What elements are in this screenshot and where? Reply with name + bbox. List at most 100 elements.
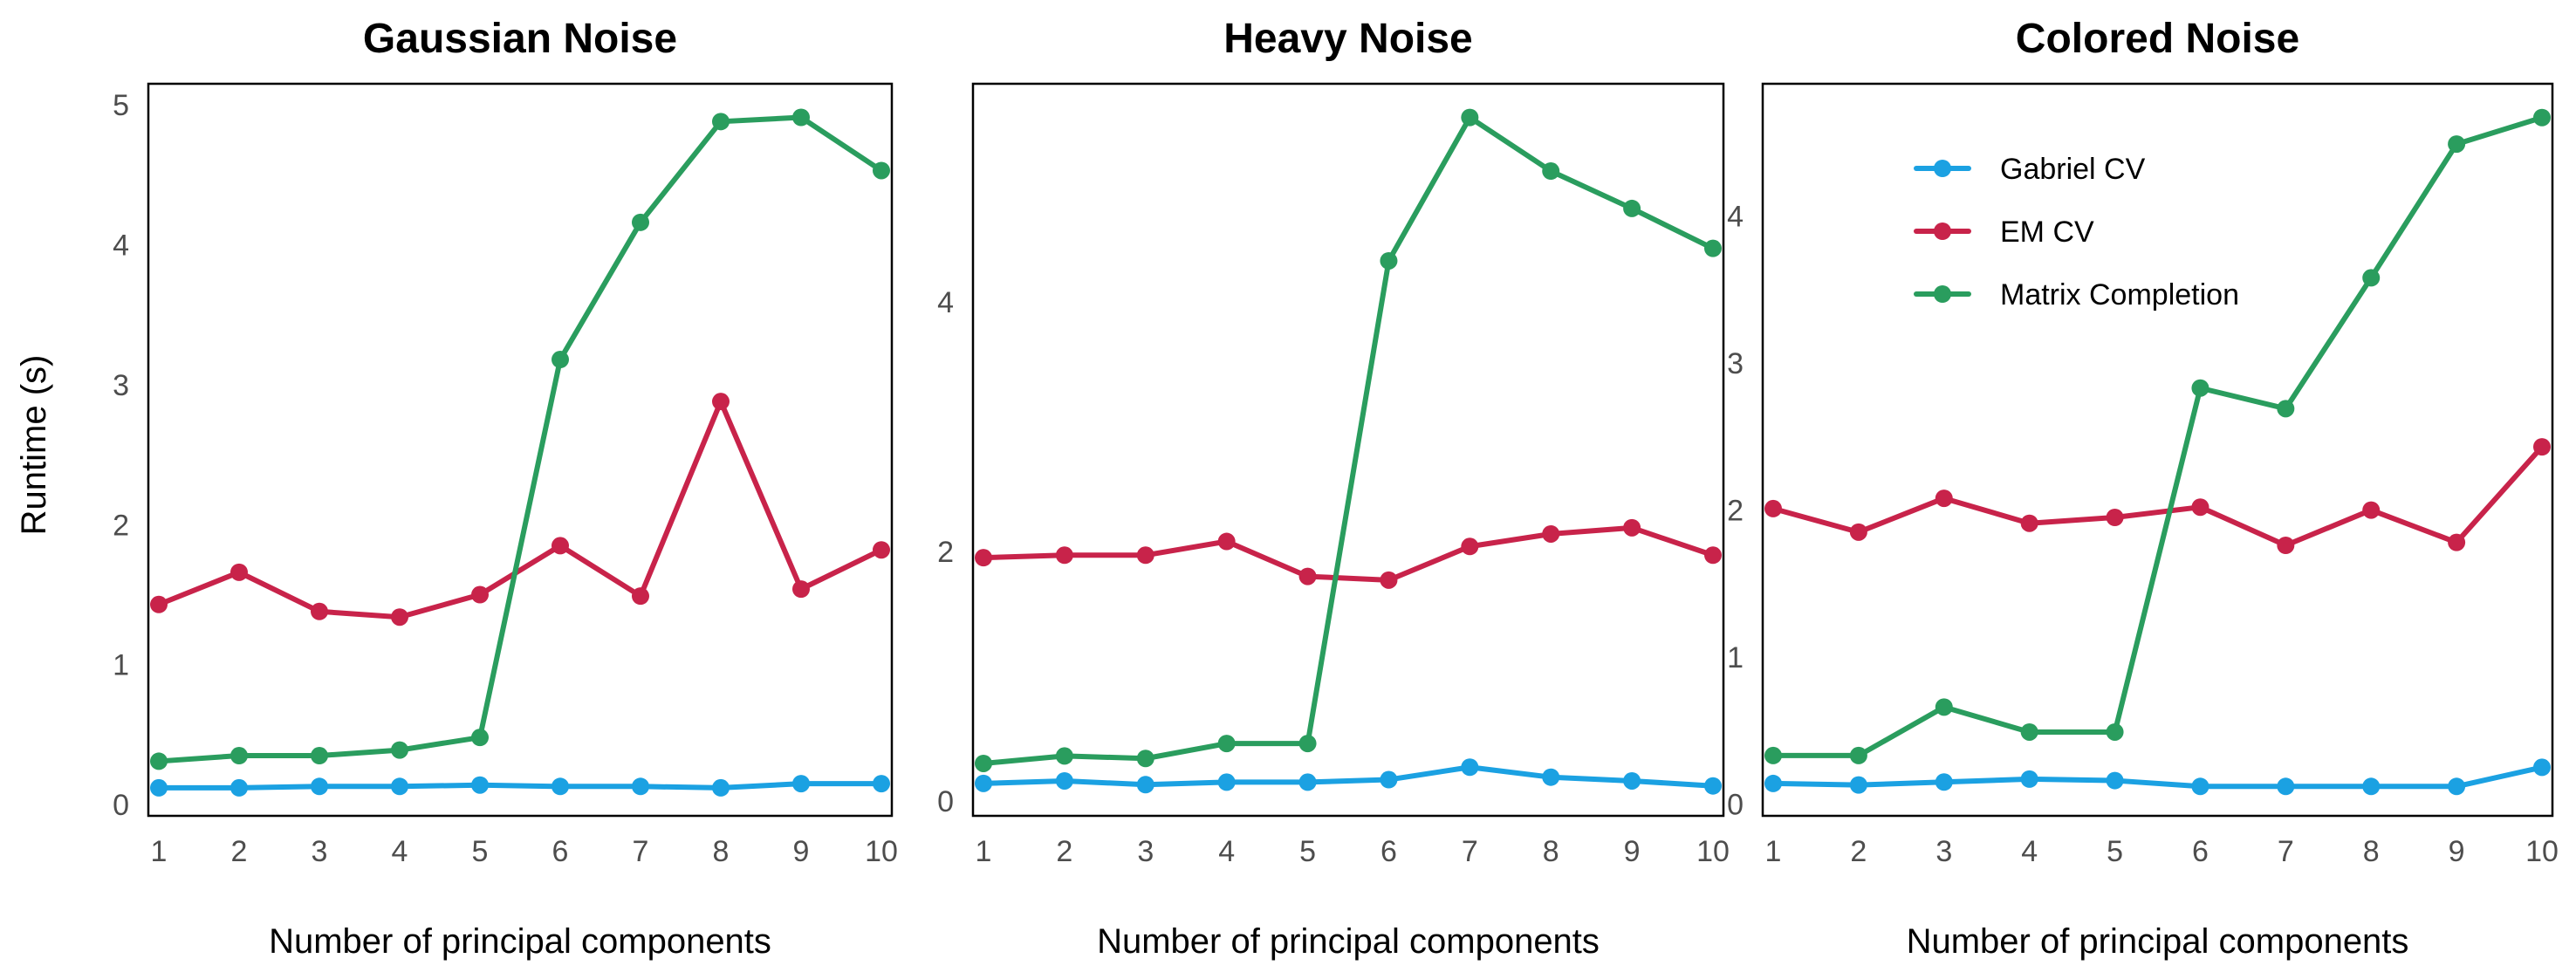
legend-label-em-cv: EM CV bbox=[2000, 216, 2094, 249]
panel-3-title: Colored Noise bbox=[2016, 16, 2299, 62]
panel-3-data-point-em-cv bbox=[1935, 490, 1953, 508]
panel-2-x-tick-label: 3 bbox=[1137, 835, 1154, 868]
panel-2-data-point-gabriel-cv bbox=[1623, 771, 1641, 790]
panel-2-data-point-em-cv bbox=[975, 549, 992, 567]
panel-2-data-point-matrix-completion bbox=[1217, 735, 1236, 753]
panel-2-x-tick-label: 1 bbox=[976, 835, 992, 868]
panel-1-data-point-matrix-completion bbox=[792, 108, 810, 127]
panel-2-data-point-em-cv bbox=[1380, 571, 1398, 589]
panel-3-data-point-matrix-completion bbox=[1764, 746, 1782, 764]
panel-3-data-point-em-cv bbox=[2277, 537, 2295, 555]
panel-3-x-axis-label: Number of principal components bbox=[1907, 922, 2409, 961]
panel-1-data-point-matrix-completion bbox=[552, 351, 569, 369]
panel-2-x-tick-label: 7 bbox=[1462, 835, 1478, 868]
panel-2-series-line-em-cv bbox=[981, 524, 1716, 583]
panel-2-data-point-gabriel-cv bbox=[1136, 776, 1154, 794]
panel-2-data-point-matrix-completion bbox=[1461, 108, 1479, 127]
panel-3-x-tick-label: 5 bbox=[2107, 835, 2123, 868]
panel-2-data-point-gabriel-cv bbox=[1380, 770, 1398, 789]
panel-2-data-point-gabriel-cv bbox=[1704, 777, 1722, 795]
panel-2-data-point-matrix-completion bbox=[975, 754, 992, 772]
panel-3-data-point-matrix-completion bbox=[2191, 379, 2209, 397]
panel-2-data-point-matrix-completion bbox=[1136, 750, 1154, 768]
panel-2-data-point-em-cv bbox=[1136, 546, 1154, 565]
panel-1-data-point-gabriel-cv bbox=[311, 777, 328, 796]
panel-1-y-tick-label: 5 bbox=[113, 89, 129, 122]
panel-3-x-tick-label: 1 bbox=[1765, 835, 1782, 868]
panel-3-data-point-matrix-completion bbox=[1849, 746, 1867, 764]
panel-2-data-point-gabriel-cv bbox=[1298, 773, 1317, 791]
panel-2-data-point-matrix-completion bbox=[1623, 199, 1641, 217]
panel-1-data-point-gabriel-cv bbox=[552, 777, 569, 796]
panel-2-data-point-em-cv bbox=[1217, 532, 1236, 551]
panel-1-data-point-gabriel-cv bbox=[632, 777, 649, 796]
panel-1-data-point-gabriel-cv bbox=[150, 778, 168, 797]
panel-3-x-tick-label: 7 bbox=[2278, 835, 2294, 868]
panel-1-series-line-matrix-completion bbox=[156, 114, 884, 764]
panel-1-data-point-matrix-completion bbox=[391, 741, 408, 759]
panel-1-data-point-em-cv bbox=[873, 541, 890, 559]
panel-2-data-point-gabriel-cv bbox=[1055, 771, 1073, 790]
panel-3-data-point-em-cv bbox=[2191, 498, 2209, 517]
panel-3-data-point-em-cv bbox=[1764, 499, 1782, 517]
panel-3-data-point-matrix-completion bbox=[1935, 698, 1953, 716]
panel-3-data-point-matrix-completion bbox=[2277, 400, 2295, 418]
panel-1-data-point-em-cv bbox=[311, 602, 328, 620]
panel-2-data-point-em-cv bbox=[1298, 567, 1317, 585]
panel-2-data-point-matrix-completion bbox=[1380, 251, 1398, 270]
panel-3-data-point-gabriel-cv bbox=[2448, 777, 2466, 796]
panel-3-data-point-gabriel-cv bbox=[2106, 771, 2124, 790]
panel-2-x-tick-label: 5 bbox=[1299, 835, 1316, 868]
panel-2-data-point-em-cv bbox=[1055, 546, 1073, 565]
panel-1-x-tick-label: 4 bbox=[392, 835, 408, 868]
panel-3-data-point-em-cv bbox=[2533, 438, 2551, 456]
panel-3-x-tick-label: 8 bbox=[2363, 835, 2380, 868]
panel-1-data-point-matrix-completion bbox=[311, 747, 328, 765]
legend-marker-gabriel-cv bbox=[1934, 160, 1951, 177]
legend-marker-matrix-completion bbox=[1934, 285, 1951, 303]
panel-3-data-point-gabriel-cv bbox=[1935, 773, 1953, 791]
panel-2-x-tick-label: 2 bbox=[1056, 835, 1072, 868]
panel-1-data-point-gabriel-cv bbox=[230, 778, 248, 797]
panel-1-data-point-matrix-completion bbox=[632, 213, 649, 231]
panel-3-data-point-gabriel-cv bbox=[2362, 777, 2381, 796]
panel-3-data-point-matrix-completion bbox=[2362, 269, 2381, 287]
panel-2-x-tick-label: 10 bbox=[1696, 835, 1730, 868]
panel-2-title: Heavy Noise bbox=[1223, 16, 1473, 62]
panel-1-x-tick-label: 10 bbox=[865, 835, 898, 868]
panel-2-x-tick-label: 8 bbox=[1543, 835, 1559, 868]
legend-marker-em-cv bbox=[1934, 222, 1951, 240]
panel-1-data-point-matrix-completion bbox=[712, 113, 730, 131]
panel-1-x-tick-label: 2 bbox=[231, 835, 248, 868]
panel-1-x-tick-label: 1 bbox=[151, 835, 168, 868]
panel-3-data-point-matrix-completion bbox=[2533, 108, 2551, 127]
panel-3-data-point-matrix-completion bbox=[2448, 135, 2466, 154]
panel-3-data-point-gabriel-cv bbox=[2191, 777, 2209, 796]
panel-1-data-point-gabriel-cv bbox=[471, 776, 489, 794]
panel-2-x-tick-label: 4 bbox=[1218, 835, 1235, 868]
panel-3-frame bbox=[1761, 82, 2554, 818]
panel-1-x-axis-label: Number of principal components bbox=[269, 922, 771, 961]
panel-1-y-tick-label: 3 bbox=[113, 369, 129, 402]
panel-2-data-point-em-cv bbox=[1704, 546, 1722, 565]
panel-3-x-tick-label: 6 bbox=[2192, 835, 2209, 868]
panel-1-data-point-em-cv bbox=[471, 585, 489, 604]
panel-1-x-tick-label: 9 bbox=[793, 835, 810, 868]
panel-1-data-point-matrix-completion bbox=[471, 729, 489, 747]
panel-2-data-point-matrix-completion bbox=[1704, 239, 1722, 257]
panel-1-y-tick-label: 1 bbox=[113, 649, 129, 682]
panel-2-x-axis-label: Number of principal components bbox=[1097, 922, 1600, 961]
panel-1-series-line-em-cv bbox=[156, 399, 884, 620]
panel-1-data-point-em-cv bbox=[391, 608, 408, 626]
legend-label-matrix-completion: Matrix Completion bbox=[2000, 278, 2239, 312]
panel-1-data-point-gabriel-cv bbox=[792, 775, 810, 793]
panel-3-x-tick-label: 4 bbox=[2021, 835, 2038, 868]
panel-1-data-point-em-cv bbox=[792, 580, 810, 599]
panel-1-data-point-matrix-completion bbox=[230, 747, 248, 765]
panel-3-data-point-em-cv bbox=[2362, 501, 2381, 519]
panel-2-data-point-matrix-completion bbox=[1298, 735, 1317, 753]
panel-3-series-line-em-cv bbox=[1771, 444, 2545, 549]
panel-1-data-point-em-cv bbox=[632, 587, 649, 606]
panel-1-x-tick-label: 7 bbox=[633, 835, 649, 868]
